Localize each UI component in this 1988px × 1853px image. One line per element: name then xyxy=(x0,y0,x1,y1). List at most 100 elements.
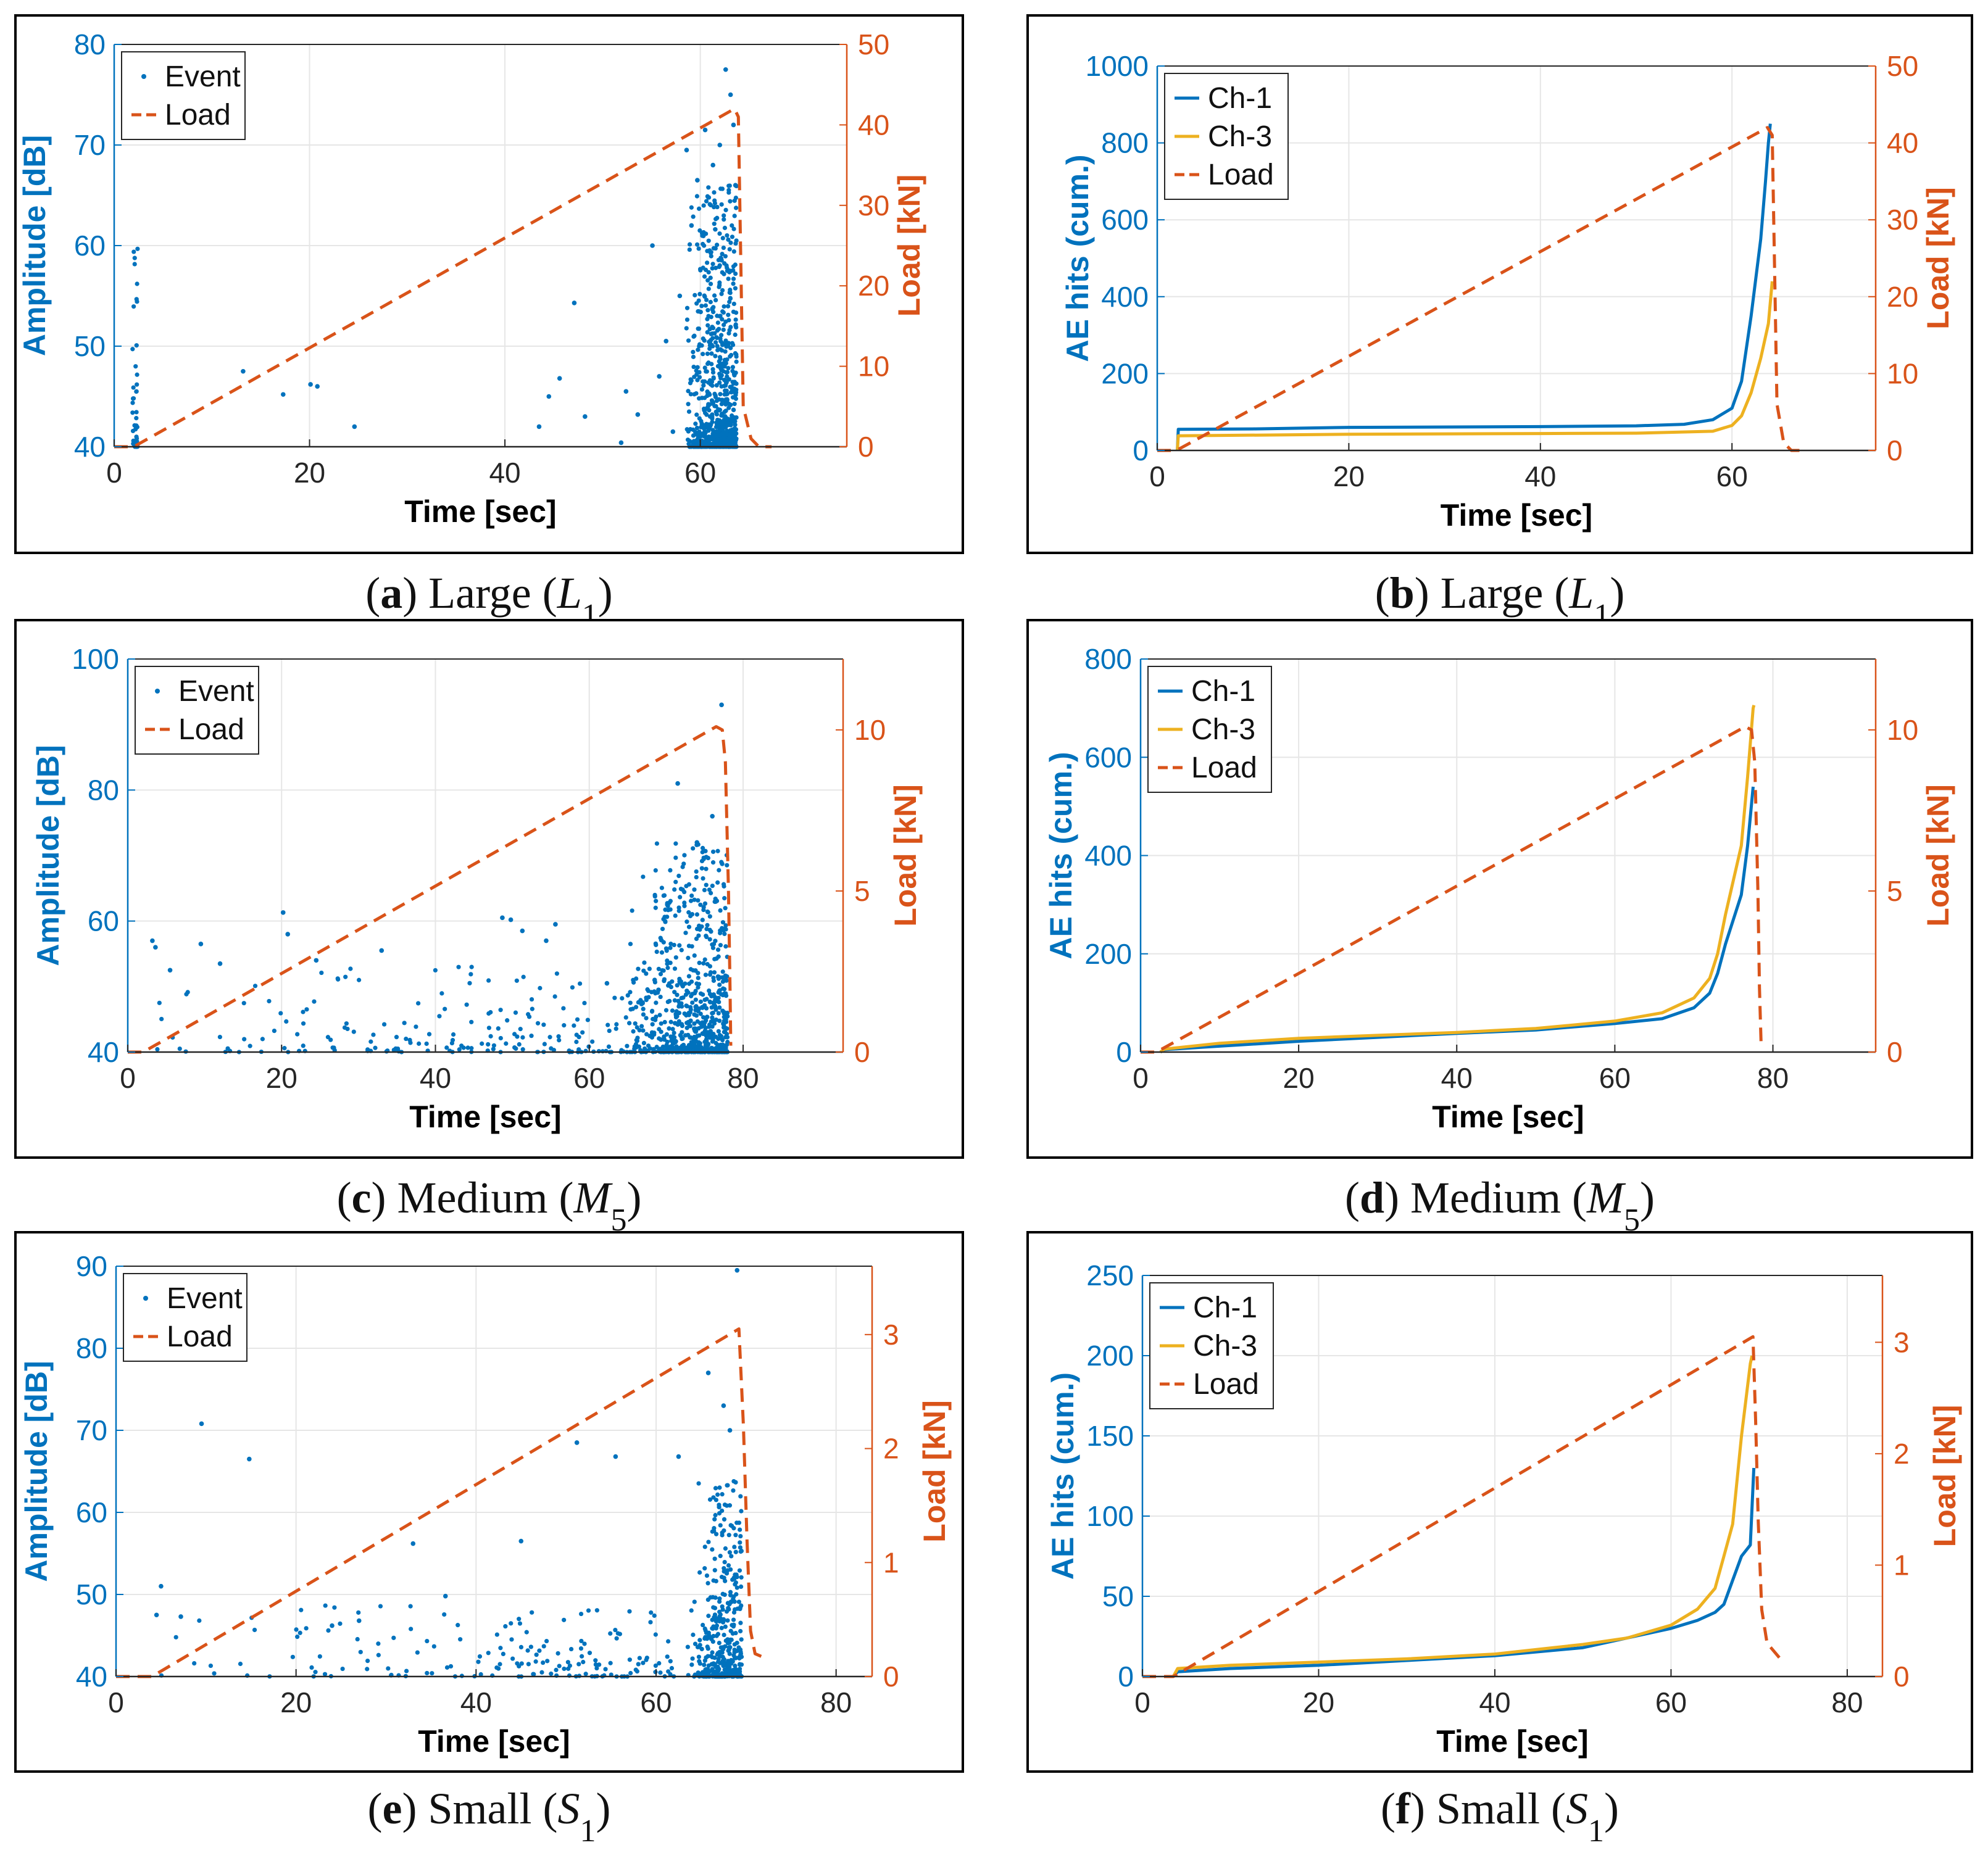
event-point xyxy=(709,254,713,259)
grid xyxy=(116,1266,872,1677)
event-point xyxy=(716,1667,722,1672)
event-point xyxy=(314,958,319,963)
event-point xyxy=(726,1648,731,1653)
event-point xyxy=(541,1022,546,1027)
event-point xyxy=(701,352,705,357)
event-point xyxy=(697,1570,702,1575)
event-point xyxy=(681,861,686,866)
event-point xyxy=(733,241,738,246)
event-point xyxy=(712,970,717,975)
event-point xyxy=(518,1027,523,1032)
event-point xyxy=(208,1663,214,1669)
y2-tick-label: 5 xyxy=(1887,875,1903,907)
event-point xyxy=(738,1606,742,1612)
event-point xyxy=(515,1034,520,1039)
event-point xyxy=(719,384,724,389)
event-point xyxy=(173,1635,178,1640)
event-point xyxy=(641,1006,646,1011)
event-point xyxy=(732,198,737,203)
legend-label: Load xyxy=(167,1320,233,1353)
event-point xyxy=(739,1575,744,1580)
event-point xyxy=(567,1663,572,1669)
event-point xyxy=(725,391,730,396)
event-point xyxy=(694,869,699,874)
x-tick-label: 40 xyxy=(1441,1062,1473,1094)
event-point xyxy=(486,978,491,983)
event-point xyxy=(498,1035,503,1041)
y2-tick-label: 20 xyxy=(1887,281,1918,313)
event-point xyxy=(620,996,625,1001)
event-point xyxy=(486,1042,491,1047)
event-point xyxy=(518,1644,524,1650)
event-point xyxy=(517,1617,522,1622)
event-point xyxy=(683,1033,688,1038)
event-point xyxy=(723,1546,728,1551)
event-point xyxy=(725,304,731,309)
event-point xyxy=(733,271,738,276)
event-point xyxy=(702,293,707,298)
y-tick-label: 40 xyxy=(76,1660,107,1693)
event-point xyxy=(729,1554,734,1559)
event-point xyxy=(356,1610,361,1615)
event-point xyxy=(720,1659,725,1664)
event-point xyxy=(649,990,654,995)
event-point xyxy=(715,347,720,353)
event-point xyxy=(665,1654,670,1659)
event-point xyxy=(690,992,695,997)
event-point xyxy=(713,897,718,902)
event-point xyxy=(725,863,730,868)
event-point xyxy=(719,402,724,407)
event-point xyxy=(713,1512,718,1518)
event-point xyxy=(692,292,697,297)
event-point xyxy=(688,1045,693,1050)
y-tick-label: 40 xyxy=(74,431,106,463)
event-point xyxy=(608,1631,613,1636)
legend-label: Load xyxy=(178,713,244,746)
event-point xyxy=(713,340,718,345)
y-tick-label: 400 xyxy=(1101,281,1149,313)
event-point xyxy=(720,1591,725,1596)
x-tick-label: 40 xyxy=(1479,1686,1510,1718)
event-point xyxy=(734,431,739,436)
event-point xyxy=(701,265,705,270)
event-point xyxy=(131,304,136,309)
event-point xyxy=(713,433,718,439)
event-point xyxy=(718,1645,723,1650)
event-point xyxy=(701,1015,706,1020)
event-point xyxy=(665,901,670,906)
event-point xyxy=(574,1440,580,1445)
y-tick-label: 100 xyxy=(72,643,119,675)
event-point xyxy=(693,997,698,1002)
event-point xyxy=(707,964,713,969)
event-point xyxy=(715,320,720,325)
event-point xyxy=(134,434,139,439)
event-point xyxy=(728,402,733,407)
event-point xyxy=(676,1454,681,1459)
event-point xyxy=(691,349,696,355)
legend-box xyxy=(121,51,246,140)
event-point xyxy=(712,1568,717,1573)
event-point xyxy=(551,1048,556,1053)
event-point xyxy=(654,949,659,955)
event-point xyxy=(238,1661,243,1667)
event-point xyxy=(458,1637,463,1642)
event-point xyxy=(633,1005,639,1009)
event-point xyxy=(739,1548,744,1554)
legend: Event Load xyxy=(135,666,259,755)
event-point xyxy=(597,1662,602,1667)
event-point xyxy=(676,905,681,910)
event-point xyxy=(668,984,674,990)
x-tick-label: 20 xyxy=(1283,1062,1315,1094)
event-point xyxy=(544,1638,549,1644)
event-point xyxy=(694,1013,699,1018)
event-point xyxy=(663,907,668,912)
event-point xyxy=(457,1047,462,1052)
series-load xyxy=(114,107,772,449)
caption-part: ) Large ( xyxy=(1415,568,1570,618)
event-point xyxy=(716,990,721,995)
event-point xyxy=(707,425,712,429)
event-point xyxy=(521,974,526,979)
event-point xyxy=(217,961,223,966)
event-point xyxy=(704,1667,709,1672)
event-point xyxy=(670,1038,675,1043)
